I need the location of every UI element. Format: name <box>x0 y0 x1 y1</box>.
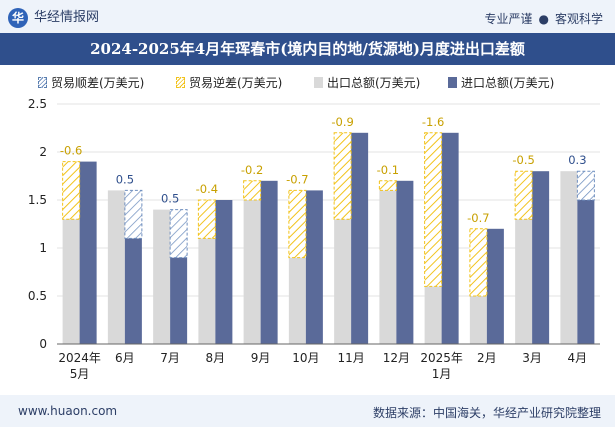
surplus-hatch <box>576 170 595 201</box>
balance-label: -0.1 <box>377 163 399 177</box>
x-tick-label: 9月 <box>251 351 271 365</box>
import-bar <box>170 257 188 344</box>
import-bar <box>351 132 369 344</box>
export-bar <box>515 219 533 344</box>
x-tick-label: 8月 <box>206 351 226 365</box>
y-tick-label: 0 <box>39 337 47 351</box>
brand-name: 华经情报网 <box>34 10 100 25</box>
y-tick-label: 1 <box>39 241 47 255</box>
balance-label: 0.3 <box>568 153 586 167</box>
slogan-tag-2: 客观科学 <box>554 12 603 26</box>
import-bar <box>532 171 550 344</box>
balance-label: 0.5 <box>161 192 179 206</box>
deficit-hatch <box>197 199 216 239</box>
import-bar <box>486 228 504 344</box>
balance-label: -0.6 <box>60 144 82 158</box>
deficit-hatch <box>333 132 352 220</box>
slogan: 专业严谨 ● 客观科学 <box>484 10 603 27</box>
legend-swatch-surplus <box>38 77 47 88</box>
legend-swatch-import <box>448 77 457 88</box>
deficit-hatch <box>243 180 262 201</box>
balance-label: -0.9 <box>331 115 353 129</box>
title-bar: 2024-2025年4月年珲春市(境内目的地/货源地)月度进出口差额 <box>0 33 615 65</box>
legend-item-deficit: 贸易逆差(万美元) <box>176 74 282 91</box>
legend-item-export: 出口总额(万美元) <box>314 74 420 91</box>
import-bar <box>396 180 414 344</box>
export-bar <box>560 171 578 344</box>
balance-label: 0.5 <box>116 172 134 186</box>
x-tick-label: 2025年 1月 <box>420 351 463 381</box>
export-bar <box>198 238 216 344</box>
brand-logo: 华 <box>8 8 28 28</box>
legend-label-export: 出口总额(万美元) <box>327 76 421 90</box>
y-tick-label: 1.5 <box>28 193 47 207</box>
brand: 华 华经情报网 <box>8 8 99 28</box>
export-bar <box>62 219 80 344</box>
x-tick-label: 3月 <box>522 351 542 365</box>
balance-label: -0.7 <box>467 211 489 225</box>
x-tick-label: 4月 <box>568 351 588 365</box>
import-bar <box>577 200 595 344</box>
legend-item-surplus: 贸易顺差(万美元) <box>38 74 144 91</box>
balance-label: -0.2 <box>241 163 263 177</box>
slogan-separator: ● <box>538 12 549 26</box>
x-tick-label: 10月 <box>292 351 319 365</box>
y-tick-label: 2.5 <box>28 97 47 111</box>
deficit-hatch <box>469 228 488 297</box>
deficit-hatch <box>62 161 81 220</box>
chart-title: 2024-2025年4月年珲春市(境内目的地/货源地)月度进出口差额 <box>90 40 525 58</box>
y-tick-label: 0.5 <box>28 289 47 303</box>
export-bar <box>243 200 261 344</box>
slogan-tag-1: 专业严谨 <box>484 12 533 26</box>
legend-label-import: 进口总额(万美元) <box>461 76 555 90</box>
export-bar <box>334 219 352 344</box>
legend-item-import: 进口总额(万美元) <box>448 74 554 91</box>
deficit-hatch <box>288 189 307 259</box>
footer: www.huaon.com 数据来源：中国海关，华经产业研究院整理 <box>0 395 615 427</box>
x-tick-label: 2024年 5月 <box>58 351 101 381</box>
legend: 贸易顺差(万美元) 贸易逆差(万美元) 出口总额(万美元) 进口总额(万美元) <box>38 72 608 92</box>
top-bar: 华 华经情报网 专业严谨 ● 客观科学 <box>0 0 615 33</box>
legend-label-deficit: 贸易逆差(万美元) <box>189 76 283 90</box>
balance-label: -1.6 <box>422 115 444 129</box>
legend-label-surplus: 贸易顺差(万美元) <box>51 76 145 90</box>
import-bar <box>124 238 142 344</box>
surplus-hatch <box>169 209 188 259</box>
export-bar <box>469 296 487 344</box>
balance-label: -0.4 <box>196 182 218 196</box>
chart-plot: -0.6 0.5 0.5 -0.4 -0.2 -0.7 -0.9 -0.1 -1.6 -0.7 -0… <box>28 97 600 381</box>
x-tick-label: 12月 <box>383 351 410 365</box>
export-bar <box>379 190 397 344</box>
import-bar <box>441 132 459 344</box>
import-bar <box>305 190 323 344</box>
deficit-hatch <box>514 170 533 220</box>
x-tick-label: 7月 <box>160 351 180 365</box>
x-tick-label: 11月 <box>337 351 364 365</box>
legend-swatch-deficit <box>176 77 185 88</box>
export-bar <box>107 190 125 344</box>
x-tick-label: 2月 <box>477 351 497 365</box>
deficit-hatch <box>378 180 397 191</box>
balance-label: -0.5 <box>512 153 534 167</box>
import-bar <box>79 161 97 344</box>
footer-source: 数据来源：中国海关，华经产业研究院整理 <box>372 406 601 420</box>
x-tick-label: 6月 <box>115 351 135 365</box>
surplus-hatch <box>124 189 143 239</box>
export-bar <box>424 286 442 344</box>
import-bar <box>260 180 278 344</box>
export-bar <box>288 257 306 344</box>
export-bar <box>153 209 171 344</box>
footer-site: www.huaon.com <box>18 404 118 418</box>
import-bar <box>215 200 233 344</box>
legend-swatch-export <box>314 77 323 88</box>
y-tick-label: 2 <box>39 145 47 159</box>
deficit-hatch <box>424 132 443 287</box>
balance-label: -0.7 <box>286 172 308 186</box>
